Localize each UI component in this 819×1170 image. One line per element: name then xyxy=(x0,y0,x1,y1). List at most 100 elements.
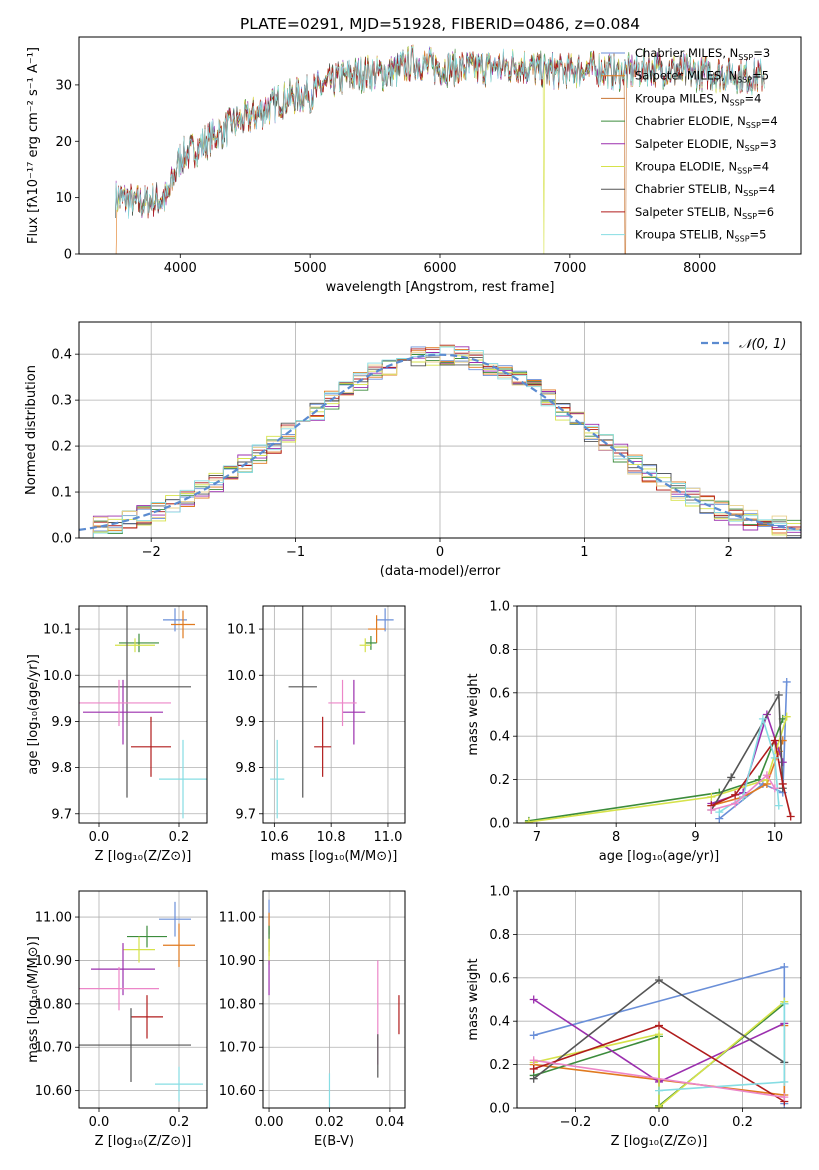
data-marker xyxy=(770,753,779,762)
legend-label: 𝒩(0, 1) xyxy=(739,337,786,352)
data-marker xyxy=(780,999,789,1008)
data-marker xyxy=(529,995,538,1004)
x-tick-label: 10.6 xyxy=(260,830,289,845)
data-marker xyxy=(774,690,783,699)
plot-area xyxy=(79,606,207,819)
y-tick-label: 9.8 xyxy=(235,761,256,776)
data-marker xyxy=(715,808,724,817)
y-tick-label: 0 xyxy=(64,248,72,263)
axes-frame xyxy=(516,605,802,824)
data-marker xyxy=(782,677,791,686)
y-tick-label: 0.2 xyxy=(51,440,72,455)
x-tick-label: 0.2 xyxy=(169,830,190,845)
data-marker xyxy=(774,801,783,810)
x-axis-label: Z [log₁₀(Z/Z⊙)] xyxy=(95,1134,192,1149)
x-tick-label: 10.8 xyxy=(317,830,346,845)
legend-label: Salpeter ELODIE, NSSP=3 xyxy=(635,137,777,153)
legend-label: Kroupa MILES, NSSP=4 xyxy=(635,91,761,107)
legend-label: Kroupa ELODIE, NSSP=4 xyxy=(635,160,769,176)
y-tick-label: 0.0 xyxy=(489,817,510,832)
y-tick-label: 0.4 xyxy=(489,1015,510,1030)
y-tick-label: 10.90 xyxy=(35,954,72,969)
data-marker xyxy=(762,771,771,780)
legend-label: Salpeter STELIB, NSSP=6 xyxy=(635,205,774,221)
data-marker xyxy=(778,779,787,788)
x-tick-label: 1 xyxy=(580,545,588,560)
y-tick-label: 20 xyxy=(55,135,72,150)
axes-frame xyxy=(78,321,802,539)
y-tick-label: 10.80 xyxy=(35,997,72,1012)
mass-weight-vs-age-panel: 7 8 9 10 0.0 0.2 0.4 0.6 0.8 1.0 age [log₁₀(age/yr… xyxy=(466,600,802,864)
y-tick-label: 10.80 xyxy=(219,997,256,1012)
y-tick-label: 0.6 xyxy=(489,971,510,986)
y-axis-label: mass weight xyxy=(466,958,481,1040)
residual-histogram-panel: −2 −1 0 1 2 0.0 0.1 0.2 0.3 0.4 (data-model)/error… xyxy=(24,321,802,579)
y-tick-label: 0.6 xyxy=(489,686,510,701)
legend-label: Chabrier STELIB, NSSP=4 xyxy=(635,182,775,198)
x-axis-label: wavelength [Angstrom, rest frame] xyxy=(326,280,555,295)
plot-area xyxy=(79,901,203,1102)
y-tick-label: 10.1 xyxy=(227,623,256,638)
axes-frame xyxy=(516,890,802,1109)
x-tick-label: 0 xyxy=(436,545,444,560)
y-tick-label: 0.2 xyxy=(489,773,510,788)
mass-weight-line xyxy=(533,1001,785,1108)
histogram-series xyxy=(79,346,801,538)
legend-label: Salpeter MILES, NSSP=5 xyxy=(635,69,769,85)
y-axis-label: mass weight xyxy=(466,673,481,755)
axes-frame xyxy=(78,36,802,255)
y-tick-label: 10.0 xyxy=(43,669,72,684)
mass-weight-line xyxy=(528,716,788,823)
x-axis-label: age [log₁₀(age/yr)] xyxy=(599,849,720,864)
x-axis-label: E(B-V) xyxy=(314,1134,354,1149)
data-marker xyxy=(655,975,663,984)
y-tick-label: 0.4 xyxy=(489,730,510,745)
axes-frame xyxy=(262,890,406,1109)
plot-area xyxy=(270,606,394,819)
y-tick-label: 0.4 xyxy=(51,348,72,363)
mass-vs-metallicity-panel: 0.0 0.2 10.60 10.70 10.80 10.90 11.00 Z [log₁₀(… xyxy=(26,890,208,1149)
y-tick-label: 0.8 xyxy=(489,928,510,943)
y-tick-label: 0.8 xyxy=(489,643,510,658)
y-tick-label: 10 xyxy=(55,191,72,206)
x-tick-label: 0.0 xyxy=(89,1115,110,1130)
y-axis-label: Normed distribution xyxy=(24,365,39,495)
spectrum-line xyxy=(115,45,765,219)
y-tick-label: 10.70 xyxy=(35,1041,72,1056)
x-tick-label: 9 xyxy=(691,830,699,845)
age-vs-mass-panel: 10.6 10.8 11.0 9.7 9.8 9.9 10.0 10.1 mass [log₁₀… xyxy=(227,605,406,864)
x-tick-label: 0.2 xyxy=(169,1115,190,1130)
data-marker xyxy=(655,1030,663,1039)
x-tick-label: 0.0 xyxy=(89,830,110,845)
plot-area xyxy=(115,44,765,254)
y-tick-label: 10.60 xyxy=(35,1084,72,1099)
x-tick-label: 11.0 xyxy=(373,830,402,845)
y-axis-label: Flux [fλ10⁻¹⁷ erg cm⁻² s⁻¹ A⁻¹] xyxy=(26,47,41,244)
y-tick-label: 0.3 xyxy=(51,394,72,409)
x-tick-label: 4000 xyxy=(164,261,197,276)
x-tick-label: 5000 xyxy=(294,261,327,276)
x-tick-label: 6000 xyxy=(423,261,456,276)
plot-area xyxy=(529,962,789,1108)
axes-frame xyxy=(262,605,406,824)
y-tick-label: 10.70 xyxy=(219,1041,256,1056)
y-tick-label: 9.8 xyxy=(51,761,72,776)
age-vs-metallicity-panel: 0.0 0.2 9.7 9.8 9.9 10.0 10.1 Z [log₁₀(Z/Z⊙)] ag… xyxy=(26,605,208,864)
x-axis-label: mass [log₁₀(M/M⊙)] xyxy=(271,849,398,864)
data-marker xyxy=(780,962,789,971)
y-tick-label: 10.60 xyxy=(219,1084,256,1099)
mass-weight-line xyxy=(711,774,776,811)
data-marker xyxy=(655,1102,663,1108)
x-tick-label: −0.2 xyxy=(560,1115,592,1130)
y-tick-label: 1.0 xyxy=(489,600,510,615)
spectrum-panel: 4000 5000 6000 7000 8000 0 10 20 30 wavelength [A… xyxy=(26,36,802,295)
y-tick-label: 11.00 xyxy=(219,911,256,926)
x-axis-label: Z [log₁₀(Z/Z⊙)] xyxy=(611,1134,708,1149)
data-marker xyxy=(727,773,736,782)
data-marker xyxy=(778,758,787,767)
y-tick-label: 9.9 xyxy=(235,715,256,730)
data-marker xyxy=(655,1086,663,1095)
x-tick-label: 0.02 xyxy=(315,1115,344,1130)
y-axis-label: mass [log₁₀(M/M⊙)] xyxy=(26,936,41,1063)
